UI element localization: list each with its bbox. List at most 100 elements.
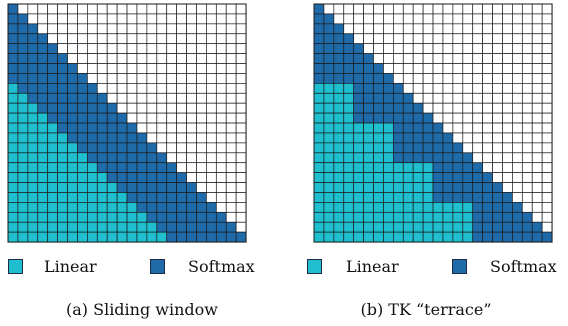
mask-cell <box>313 3 325 15</box>
mask-cell <box>363 172 374 183</box>
mask-cell-empty <box>502 102 513 114</box>
mask-cell-empty <box>87 23 98 35</box>
mask-cell <box>146 231 158 243</box>
mask-cell <box>96 162 108 173</box>
mask-cell <box>106 132 118 144</box>
mask-cell <box>17 53 29 64</box>
mask-cell <box>136 192 148 203</box>
mask-cell <box>37 92 49 104</box>
mask-cell-empty <box>235 92 247 104</box>
mask-cell-empty <box>186 122 197 134</box>
mask-cell-empty <box>146 83 158 94</box>
mask-cell <box>432 172 444 183</box>
mask-cell-empty <box>412 23 424 35</box>
mask-cell <box>116 162 128 173</box>
mask-cell-empty <box>47 13 58 25</box>
mask-cell-empty <box>166 43 177 54</box>
mask-cell <box>116 112 128 124</box>
mask-cell <box>422 202 434 213</box>
mask-cell <box>87 231 98 243</box>
mask-cell-empty <box>422 43 434 54</box>
mask-cell-empty <box>412 3 424 15</box>
mask-cell <box>47 192 58 203</box>
grid-border <box>313 3 553 243</box>
mask-cell-empty <box>472 132 483 144</box>
mask-cell <box>57 162 68 173</box>
mask-cell <box>383 172 394 183</box>
mask-cell-empty <box>206 92 217 104</box>
mask-cell <box>442 211 454 223</box>
mask-cell <box>422 221 434 233</box>
mask-cell-empty <box>492 142 503 154</box>
mask-cell-empty <box>166 132 177 144</box>
mask-cell <box>87 221 98 233</box>
mask-cell-empty <box>383 43 394 54</box>
mask-cell <box>37 192 49 203</box>
mask-cell <box>393 211 404 223</box>
mask-cell <box>176 172 187 183</box>
mask-cell-empty <box>136 3 148 15</box>
mask-cell <box>323 33 335 45</box>
mask-cell <box>343 63 355 74</box>
mask-cell <box>27 182 39 193</box>
mask-cell <box>363 202 374 213</box>
mask-cell-empty <box>206 23 217 35</box>
mask-cell <box>7 53 19 64</box>
mask-cell-empty <box>206 53 217 64</box>
mask-cell-empty <box>106 73 118 84</box>
mask-cell <box>37 172 49 183</box>
mask-cell <box>67 122 78 134</box>
mask-cell-empty <box>393 3 404 15</box>
mask-cell <box>343 231 355 243</box>
mask-cell <box>393 83 404 94</box>
mask-cell <box>96 102 108 114</box>
mask-cell-empty <box>156 112 168 124</box>
mask-cell <box>343 152 355 164</box>
mask-cell <box>116 231 128 243</box>
mask-cell-empty <box>452 73 464 84</box>
mask-cell-empty <box>531 73 543 84</box>
mask-cell <box>47 102 58 114</box>
mask-cell-empty <box>462 73 474 84</box>
mask-cell <box>333 142 345 154</box>
mask-cell-empty <box>186 73 197 84</box>
mask-cell-empty <box>512 102 523 114</box>
mask-cell-empty <box>521 102 533 114</box>
mask-cell-empty <box>492 63 503 74</box>
mask-cell <box>422 112 434 124</box>
mask-cell-empty <box>136 83 148 94</box>
mask-cell-empty <box>106 43 118 54</box>
mask-cell <box>37 112 49 124</box>
mask-cell-empty <box>512 73 523 84</box>
mask-cell <box>333 172 345 183</box>
mask-cell-empty <box>146 122 158 134</box>
mask-cell <box>521 221 533 233</box>
mask-cell-empty <box>166 73 177 84</box>
mask-cell-empty <box>383 63 394 74</box>
mask-cell <box>77 221 88 233</box>
mask-cell <box>17 13 29 25</box>
mask-cell-empty <box>196 13 207 25</box>
mask-cell <box>37 63 49 74</box>
mask-cell-empty <box>186 3 197 15</box>
mask-cell <box>87 162 98 173</box>
mask-cell-empty <box>116 92 128 104</box>
mask-cell <box>353 172 364 183</box>
mask-cell <box>363 132 374 144</box>
mask-cell <box>323 102 335 114</box>
mask-cell <box>363 102 374 114</box>
mask-cell <box>333 152 345 164</box>
mask-cell-empty <box>452 33 464 45</box>
mask-cell-empty <box>502 92 513 104</box>
mask-cell-empty <box>432 102 444 114</box>
mask-cell-empty <box>225 13 237 25</box>
mask-cell <box>422 122 434 134</box>
mask-cell <box>383 211 394 223</box>
mask-cell <box>432 152 444 164</box>
mask-cell <box>27 192 39 203</box>
mask-cell <box>333 23 345 35</box>
mask-cell-empty <box>541 202 553 213</box>
mask-cell <box>7 182 19 193</box>
mask-cell-empty <box>373 53 384 64</box>
mask-cell <box>323 122 335 134</box>
